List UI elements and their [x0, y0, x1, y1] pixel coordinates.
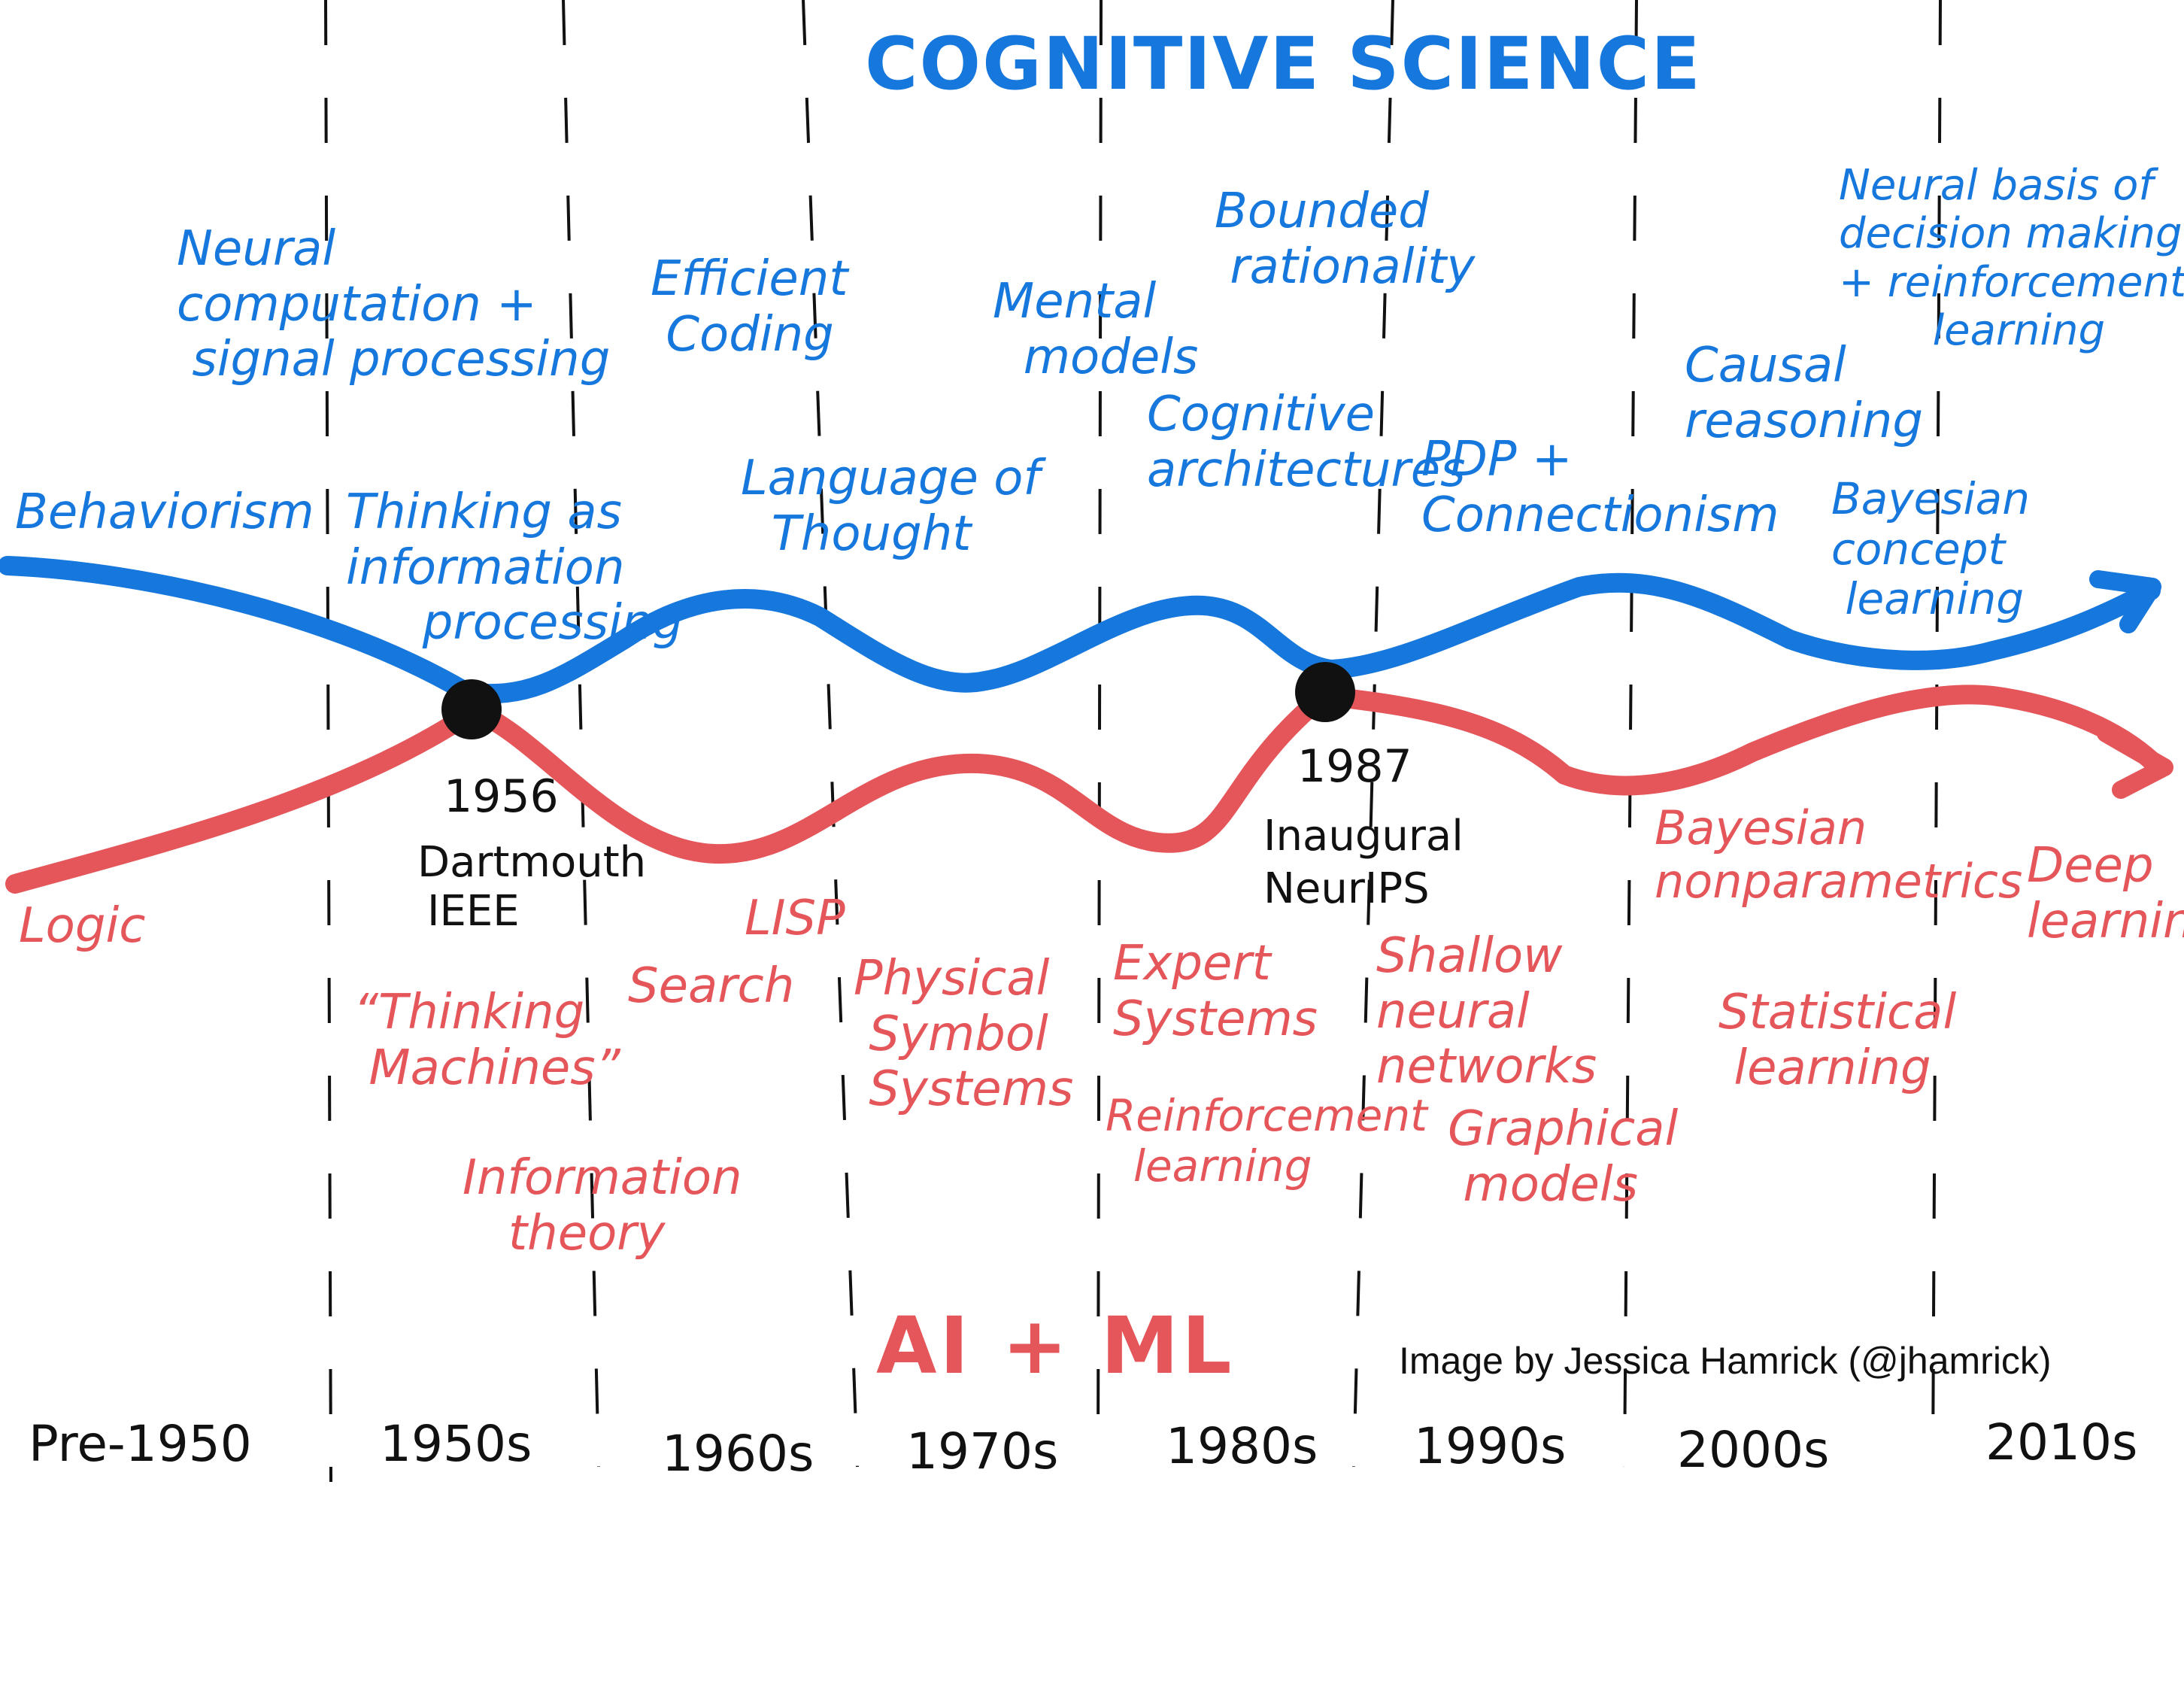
cogsci-topic: Cognitive architectures — [1147, 387, 1466, 498]
event-dot-1956 — [441, 679, 502, 739]
event-year-1987: 1987 — [1297, 740, 1412, 793]
ai-ml-topic: Reinforcement learning — [1106, 1090, 1427, 1192]
cogsci-topic: Bounded rationality — [1215, 184, 1476, 295]
decade-label: 2000s — [1677, 1421, 1830, 1479]
ai-ml-topic: Physical Symbol Systems — [854, 951, 1074, 1118]
ai-ml-topic: Shallow neural networks — [1376, 928, 1597, 1095]
separator-2000 — [1623, 0, 1638, 1468]
decade-label: 2010s — [1985, 1413, 2138, 1471]
ai-ml-topic: Expert Systems — [1113, 936, 1318, 1047]
cogsci-topic: Language of Thought — [741, 451, 1040, 562]
cogsci-topic: Efficient Coding — [651, 251, 848, 363]
ai-ml-topic: Statistical learning — [1718, 985, 1957, 1096]
cogsci-topic: Bayesian concept learning — [1831, 473, 2030, 625]
ai-ml-title: AI + ML — [876, 1300, 1235, 1392]
event-label-1956: Dartmouth — [417, 838, 647, 887]
decade-label: Pre-1950 — [29, 1415, 252, 1473]
cogsci-topic: Causal reasoning — [1685, 338, 1923, 449]
cogsci-line — [0, 556, 2161, 704]
event-label-1987: NeurIPS — [1263, 864, 1430, 913]
cogsci-title: COGNITIVE SCIENCE — [865, 22, 1702, 106]
decade-label: 1980s — [1166, 1417, 1318, 1475]
decade-label: 1950s — [380, 1415, 532, 1473]
ai-ml-arrowhead — [2097, 724, 2173, 799]
ai-ml-topic: Bayesian nonparametrics — [1655, 800, 2023, 909]
cogsci-topic: Neural basis of decision making + reinfo… — [1839, 161, 2184, 356]
cogsci-topic: Neural computation + signal processing — [177, 221, 611, 388]
ai-ml-line — [5, 685, 2168, 894]
decade-label: 1990s — [1414, 1417, 1567, 1475]
ai-ml-topic: Search — [628, 958, 795, 1014]
separator-1980 — [1097, 0, 1103, 1468]
cogsci-topic: Mental models — [993, 274, 1199, 385]
separator-1970 — [802, 0, 859, 1468]
cogsci-arrowhead — [2089, 570, 2161, 633]
event-label-1987: Inaugural — [1263, 812, 1464, 861]
event-year-1956: 1956 — [444, 770, 559, 823]
ai-ml-topic: Graphical models — [1448, 1101, 1679, 1213]
cogsci-topic: Thinking as information processing — [346, 484, 684, 651]
decade-label: 1960s — [662, 1425, 814, 1483]
ai-ml-topic: Deep learning — [2027, 838, 2184, 949]
ai-ml-topic: “Thinking Machines” — [353, 985, 620, 1096]
decade-label: 1970s — [906, 1422, 1059, 1480]
ai-ml-topic: Logic — [19, 898, 146, 954]
ai-ml-topic: Information theory — [463, 1150, 742, 1261]
cogsci-topic: Behaviorism — [15, 484, 314, 540]
event-label-1956: IEEE — [427, 887, 520, 936]
cogsci-topic: PDP + Connectionism — [1421, 432, 1779, 543]
ai-ml-topic: LISP — [745, 891, 845, 946]
event-dot-1987 — [1295, 662, 1355, 722]
image-credit: Image by Jessica Hamrick (@jhamrick) — [1399, 1340, 2052, 1382]
